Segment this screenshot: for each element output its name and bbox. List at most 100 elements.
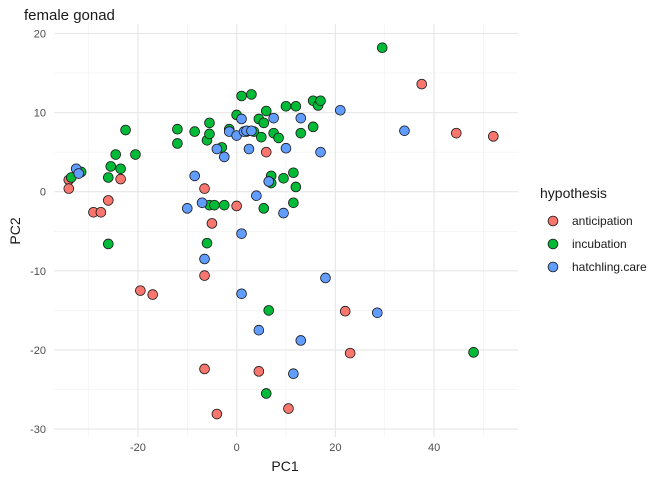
data-point-anticipation [260,146,272,158]
data-point-incubation [263,305,275,316]
data-point-incubation [280,100,292,112]
data-point-hatchling-care [246,125,257,137]
y-tick-label: 10 [34,108,46,120]
legend-title: hypothesis [540,185,607,201]
data-point-hatchling-care [236,113,247,125]
y-tick-label: -30 [30,424,46,436]
data-point-incubation [189,126,200,137]
data-point-incubation [468,347,479,358]
data-point-anticipation [283,403,294,414]
data-point-incubation [260,105,272,117]
x-tick-label: -20 [130,442,146,454]
data-point-hatchling-care [295,112,307,124]
data-point-anticipation [450,127,462,139]
data-point-incubation [130,149,141,160]
legend-key-incubation [547,238,559,250]
y-tick-label: 0 [40,187,46,199]
data-point-hatchling-care [315,146,326,158]
data-point-anticipation [344,347,356,359]
data-point-anticipation [147,289,159,300]
data-point-hatchling-care [236,288,247,300]
data-point-incubation [209,199,220,211]
data-point-hatchling-care [288,368,299,380]
data-point-hatchling-care [251,190,262,201]
data-point-incubation [201,237,213,249]
data-point-hatchling-care [253,324,265,336]
data-point-hatchling-care [268,112,279,124]
legend: hypothesis anticipation incubation hatchli… [540,185,647,274]
data-point-anticipation [63,183,75,194]
legend-label-anticipation: anticipation [572,214,633,228]
data-point-anticipation [199,183,210,194]
data-point-incubation [105,161,117,172]
data-point-incubation [172,123,183,135]
data-point-incubation [256,131,267,143]
data-point-incubation [376,42,388,54]
data-point-anticipation [211,408,223,420]
x-tick-label: 0 [234,442,240,454]
data-point-incubation [273,132,284,144]
data-point-incubation [315,95,326,107]
data-point-incubation [258,117,270,129]
data-point-incubation [288,167,299,179]
x-tick-label: 40 [428,442,440,454]
legend-key-hatchling-care [547,261,559,273]
data-point-incubation [307,121,319,133]
data-point-anticipation [231,200,242,212]
data-point-incubation [290,181,302,193]
data-point-anticipation [199,363,210,375]
data-point-incubation [102,172,114,183]
data-point-incubation [172,138,183,149]
data-point-incubation [258,203,270,214]
x-tick-label: 20 [329,442,341,454]
data-point-hatchling-care [73,168,84,179]
data-point-anticipation [95,207,107,218]
data-point-incubation [260,388,272,399]
data-point-anticipation [253,366,265,377]
data-point-incubation [204,128,215,140]
data-point-hatchling-care [263,176,275,187]
data-point-hatchling-care [295,335,307,346]
data-point-incubation [290,100,302,112]
data-point-hatchling-care [278,207,289,219]
data-point-incubation [110,149,122,160]
data-point-incubation [204,117,215,129]
data-point-anticipation [206,218,218,229]
data-point-hatchling-care [218,151,230,163]
data-point-hatchling-care [236,228,247,239]
y-tick-label: -10 [30,266,46,278]
data-point-hatchling-care [399,125,410,137]
data-point-hatchling-care [181,203,193,214]
data-points [63,42,499,420]
data-point-anticipation [135,285,146,296]
legend-key-anticipation [547,215,559,227]
data-point-incubation [102,238,114,250]
data-point-incubation [120,124,131,136]
data-point-incubation [218,199,230,211]
data-point-incubation [295,127,307,139]
x-axis-ticks: -20 0 20 40 [130,442,440,454]
data-point-hatchling-care [189,170,200,182]
y-tick-label: -20 [30,345,46,357]
legend-label-hatchling-care: hatchling.care [572,260,647,274]
data-point-incubation [278,172,289,184]
data-point-anticipation [416,78,428,90]
data-point-hatchling-care [372,307,383,319]
y-tick-label: 20 [34,28,46,40]
data-point-hatchling-care [211,143,223,155]
grid [54,24,518,437]
data-point-incubation [288,197,299,209]
y-axis-title: PC2 [7,217,23,244]
data-point-hatchling-care [243,143,255,155]
data-point-anticipation [115,173,126,185]
data-point-incubation [236,90,247,102]
data-point-hatchling-care [199,253,210,265]
data-point-anticipation [339,305,351,317]
data-point-anticipation [199,270,210,281]
data-point-hatchling-care [334,104,346,116]
legend-label-incubation: incubation [572,237,627,251]
data-point-incubation [246,89,257,100]
data-point-hatchling-care [280,142,292,154]
data-point-hatchling-care [196,197,208,209]
